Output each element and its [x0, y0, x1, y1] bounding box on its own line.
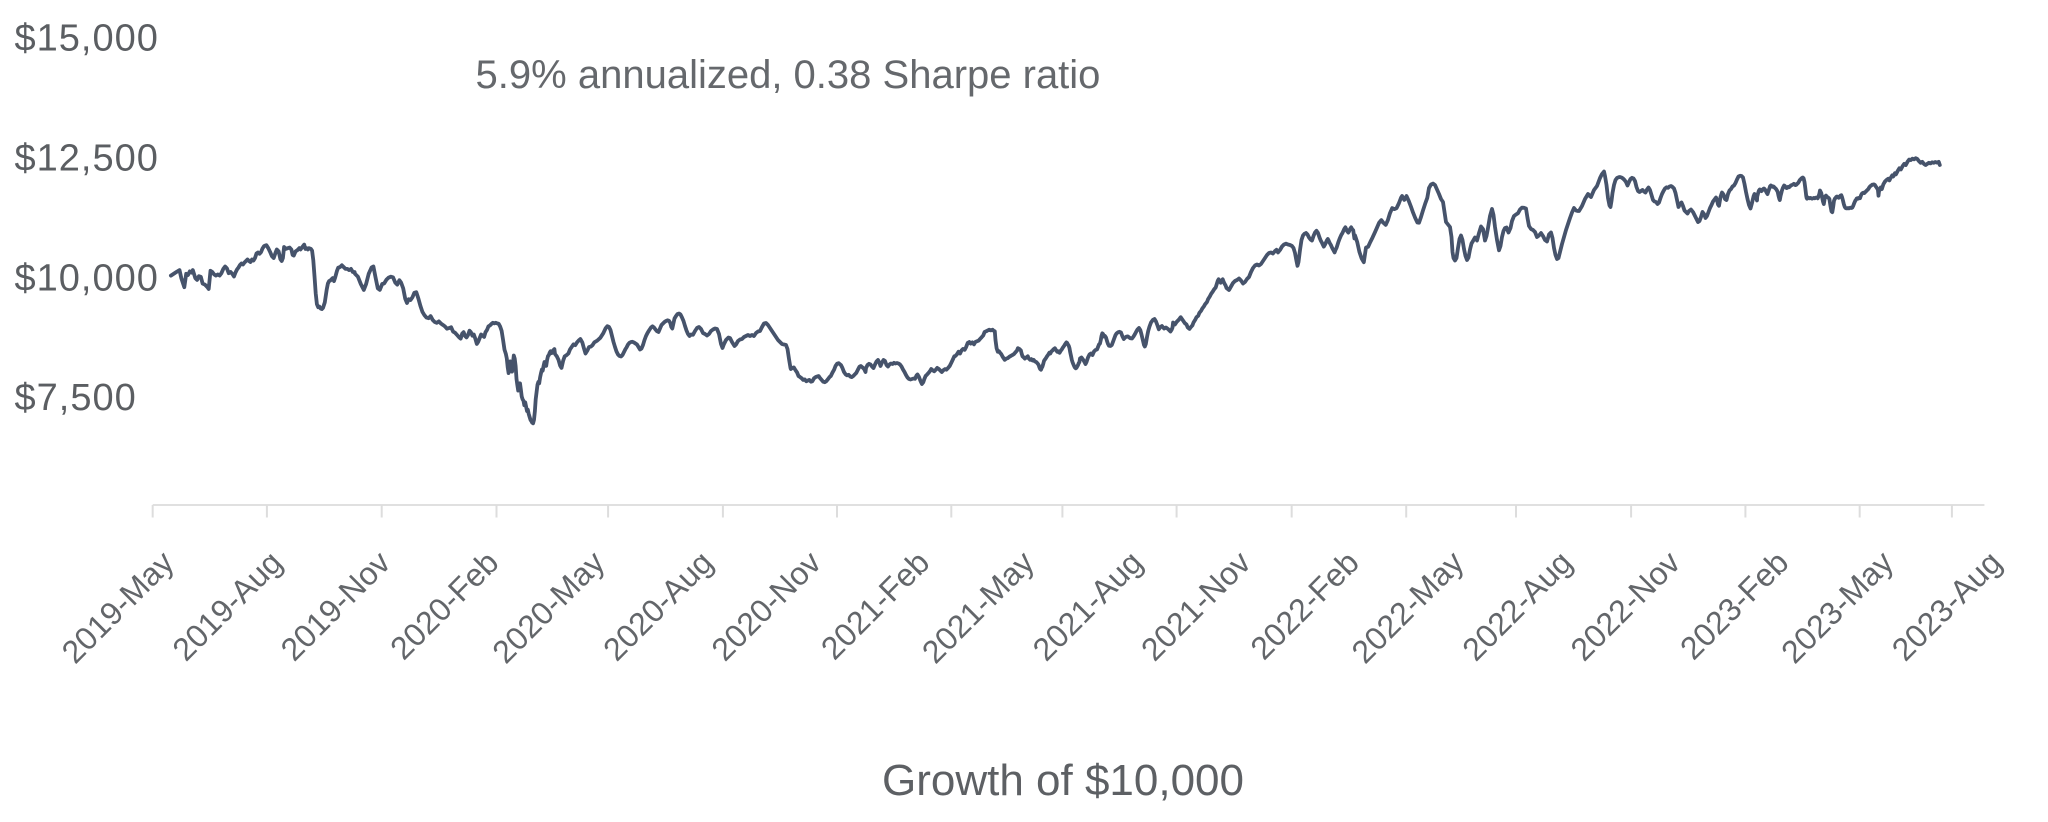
svg-text:2022-May: 2022-May	[1344, 544, 1470, 670]
svg-text:Growth of $10,000: Growth of $10,000	[882, 756, 1244, 805]
svg-text:2021-Aug: 2021-Aug	[1026, 544, 1150, 668]
svg-text:2022-Aug: 2022-Aug	[1455, 544, 1579, 668]
svg-text:2022-Nov: 2022-Nov	[1563, 544, 1687, 668]
svg-text:$10,000: $10,000	[15, 257, 159, 299]
svg-text:$15,000: $15,000	[15, 18, 159, 60]
svg-text:2019-Aug: 2019-Aug	[165, 544, 289, 668]
svg-text:2020-Nov: 2020-Nov	[704, 544, 828, 668]
svg-text:$12,500: $12,500	[15, 138, 159, 180]
svg-text:2020-Feb: 2020-Feb	[383, 544, 505, 666]
svg-text:2021-Nov: 2021-Nov	[1134, 544, 1258, 668]
svg-text:2019-Nov: 2019-Nov	[274, 544, 398, 668]
svg-text:2019-May: 2019-May	[55, 544, 181, 670]
svg-text:$7,500: $7,500	[15, 377, 137, 419]
svg-text:2020-May: 2020-May	[485, 544, 611, 670]
svg-text:2023-Aug: 2023-Aug	[1885, 544, 2009, 668]
svg-text:5.9% annualized, 0.38 Sharpe r: 5.9% annualized, 0.38 Sharpe ratio	[476, 53, 1101, 97]
svg-text:2023-May: 2023-May	[1774, 544, 1900, 670]
svg-text:2021-May: 2021-May	[915, 544, 1041, 670]
svg-text:2020-Aug: 2020-Aug	[596, 544, 720, 668]
